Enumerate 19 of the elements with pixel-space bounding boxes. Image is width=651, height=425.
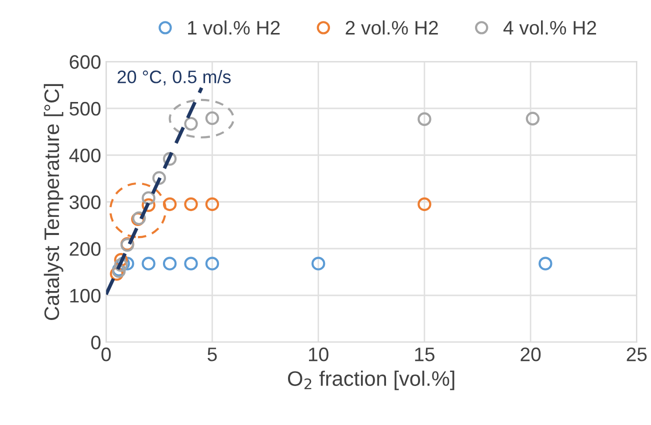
x-tick-label: 0: [101, 348, 111, 362]
y-tick-label: 400: [69, 148, 100, 162]
x-axis-title: O$_{2}$ fraction [vol.%]: [288, 370, 454, 390]
x-tick-label: 15: [415, 348, 434, 362]
annotation: 20 °C, 0.5 m/s: [118, 70, 231, 86]
y-axis-title: Catalyst Temperature [°C]: [44, 84, 64, 320]
legend-label: 2 vol.% H2: [346, 20, 438, 35]
x-tick-label: 20: [520, 348, 541, 362]
y-tick-label: 200: [70, 242, 100, 256]
y-tick-label: 500: [70, 102, 100, 116]
legend-label: 1 vol.% H2: [188, 20, 280, 35]
y-tick-label: 100: [70, 288, 100, 303]
y-tick-label: 300: [70, 195, 100, 210]
x-tick-label: 10: [309, 348, 328, 362]
x-tick-label: 25: [626, 348, 647, 362]
y-tick-label: 0: [91, 336, 100, 350]
y-tick-label: 600: [70, 55, 100, 69]
legend-label: 4 vol.% H2: [503, 20, 596, 35]
x-tick-label: 5: [208, 348, 217, 362]
